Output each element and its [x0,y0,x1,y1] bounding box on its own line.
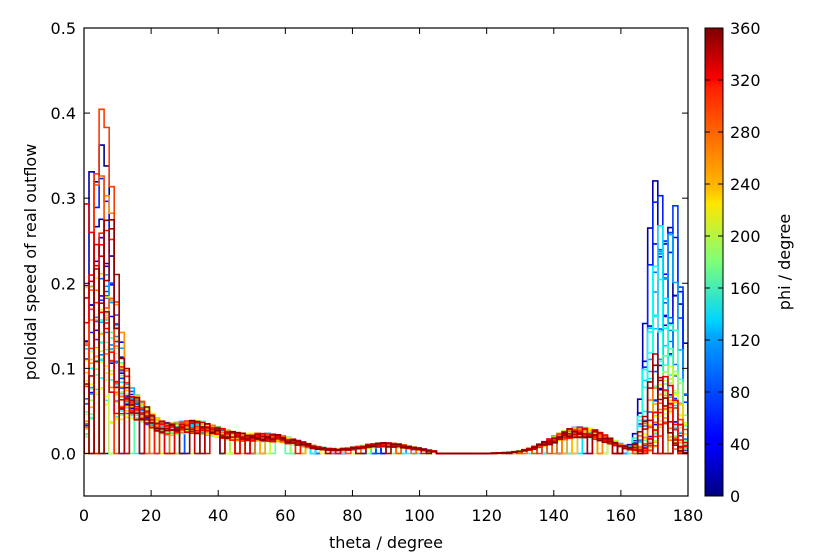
colorbar-tick-label: 120 [730,331,761,350]
colorbar-label: phi / degree [775,214,794,310]
x-tick-label: 60 [275,506,295,525]
phi-curve [84,171,688,455]
x-axis-ticks: 0 20 40 60 80 100 120 140 160 180 [79,28,703,525]
colorbar-tick-label: 0 [730,487,740,506]
phi-curve [84,195,688,455]
y-axis-ticks: 0.0 0.1 0.2 0.3 0.4 0.5 [51,19,688,463]
y-tick-label: 0.1 [51,359,76,378]
y-tick-label: 0.3 [51,189,76,208]
x-tick-label: 40 [208,506,228,525]
colorbar [704,27,724,497]
colorbar-tick-label: 200 [730,227,761,246]
y-tick-label: 0.5 [51,19,76,38]
phi-curve [84,203,688,455]
colorbar-ticks: 0 40 80 120 160 200 240 280 320 360 [705,19,761,506]
phi-curve [84,236,688,455]
x-tick-label: 0 [79,506,89,525]
x-tick-label: 80 [342,506,362,525]
x-tick-label: 140 [539,506,570,525]
y-axis-label: poloidal speed of real outflow [21,144,40,381]
colorbar-tick-label: 240 [730,175,761,194]
phi-curve [84,175,688,455]
y-tick-label: 0.4 [51,104,76,123]
colorbar-tick-label: 80 [730,383,750,402]
phi-curve [84,233,688,455]
phi-curve [84,144,688,455]
colorbar-tick-label: 320 [730,71,761,90]
phi-curve [84,177,688,455]
colorbar-tick-label: 280 [730,123,761,142]
x-tick-label: 20 [141,506,161,525]
x-tick-label: 160 [606,506,637,525]
y-tick-label: 0.2 [51,274,76,293]
phi-curve [84,229,688,455]
colorbar-tick-label: 40 [730,435,750,454]
phi-curve [84,236,688,455]
phi-curve [84,225,688,455]
data-curves [84,108,688,455]
colorbar-tick-label: 360 [730,19,761,38]
x-tick-label: 180 [673,506,704,525]
phi-curve [84,228,688,455]
phi-curve [84,108,688,455]
plot-frame [83,27,689,497]
phi-curve [84,219,688,455]
x-axis-label: theta / degree [329,533,443,552]
x-tick-label: 100 [404,506,435,525]
phi-curve [84,205,688,455]
colorbar-tick-label: 160 [730,279,761,298]
x-tick-label: 120 [471,506,502,525]
y-tick-label: 0.0 [51,444,76,463]
